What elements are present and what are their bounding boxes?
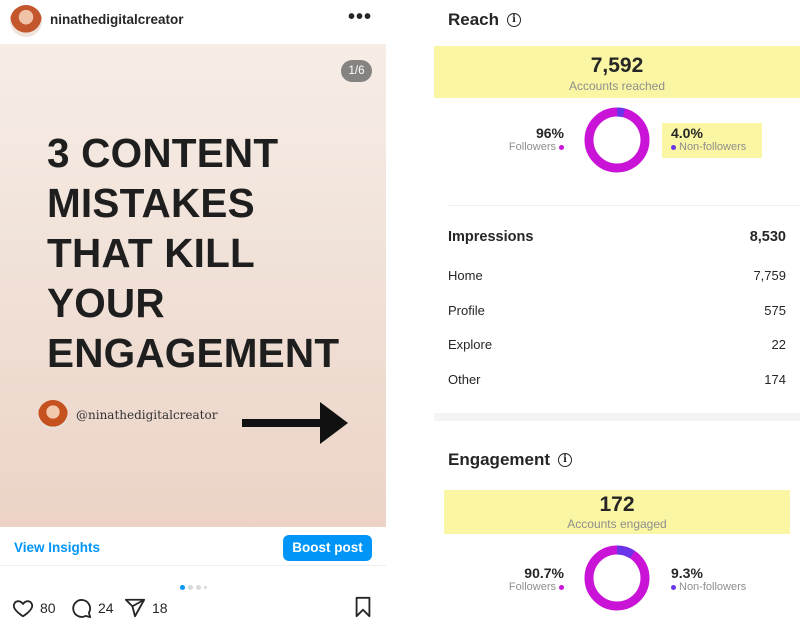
impressions-row-value: 174 [764,372,786,387]
post-actions: 80 24 18 [12,596,382,620]
engagement-header: Engagement i [448,450,573,470]
like-action[interactable]: 80 [12,596,56,620]
reach-nonfollowers-label: Non-followers [679,141,747,153]
heart-icon[interactable] [12,597,34,619]
engagement-followers-legend: Followers [474,581,564,593]
impressions-row: Home 7,759 [448,268,786,283]
info-icon[interactable]: i [558,453,573,467]
arrow-right-icon [242,402,348,444]
carousel-page-badge: 1/6 [341,60,372,82]
carousel-dots [180,579,210,591]
carousel-dot [188,585,193,591]
send-icon[interactable] [124,597,146,619]
divider [448,205,800,206]
accounts-reached-box: 7,592 Accounts reached [434,46,800,98]
accounts-reached-label: Accounts reached [568,79,666,93]
engagement-followers-stat: 90.7% Followers [474,565,564,593]
headline-line: ENGAGEMENT [47,330,340,376]
engagement-nonfollowers-label: Non-followers [679,581,747,593]
creator-tag: @ninathedigitalcreator [38,400,378,444]
comment-icon[interactable] [70,597,92,619]
accounts-engaged-label: Accounts engaged [567,517,667,531]
engagement-followers-pct: 90.7% [524,565,564,581]
carousel-dot [204,586,207,590]
impressions-header: Impressions 8,530 [448,229,786,245]
impressions-total: 8,530 [749,229,786,245]
post-image[interactable]: 1/6 3 CONTENT MISTAKES THAT KILL YOUR EN… [0,44,386,527]
reach-followers-legend: Followers [474,141,564,153]
engagement-nonfollowers-pct: 9.3% [671,565,703,581]
impressions-row: Explore 22 [448,337,786,352]
post-username[interactable]: ninathedigitalcreator [50,12,184,27]
post-panel: ninathedigitalcreator ••• 1/6 3 CONTENT … [0,0,386,630]
nonfollowers-segment [584,107,650,173]
insights-bar: View Insights Boost post [0,530,386,566]
comment-action[interactable]: 24 [70,596,114,620]
impressions-row-value: 7,759 [753,268,786,283]
impressions-row-label: Other [448,372,481,387]
reach-header: Reach i [448,10,522,30]
headline-line: MISTAKES [47,180,255,226]
reach-title: Reach [448,10,500,29]
reach-followers-pct: 96% [535,125,564,141]
followers-segment [584,107,650,173]
creator-avatar [38,400,68,430]
like-count: 80 [40,600,56,616]
impressions-row-label: Home [448,268,483,283]
impressions-row: Profile 575 [448,303,786,318]
impressions-row: Other 174 [448,372,786,387]
engagement-title: Engagement [448,450,551,469]
profile-avatar[interactable] [10,5,42,37]
followers-dot [559,144,564,150]
engagement-donut-chart [584,545,650,611]
engagement-nonfollowers-stat: 9.3% Non-followers [671,565,746,593]
share-count: 18 [152,600,168,616]
accounts-engaged-box: 172 Accounts engaged [444,490,790,534]
nonfollowers-segment [584,545,650,611]
carousel-dot [180,585,185,591]
bookmark-icon[interactable] [352,596,374,618]
more-horizontal-icon[interactable]: ••• [347,6,372,28]
accounts-reached-value: 7,592 [590,54,644,77]
headline-line: YOUR [47,280,165,326]
reach-nonfollowers-stat: 4.0% Non-followers [671,125,746,153]
reach-followers-label: Followers [508,141,556,153]
carousel-dot [196,585,201,591]
followers-dot [559,584,564,590]
post-headline: 3 CONTENT MISTAKES THAT KILL YOUR ENGAGE… [47,128,377,378]
impressions-row-value: 22 [771,337,786,352]
followers-segment [584,545,650,611]
section-separator [434,413,800,421]
boost-post-button[interactable]: Boost post [283,535,372,561]
reach-donut-chart [584,107,650,173]
impressions-row-value: 575 [764,303,786,318]
headline-line: THAT KILL [47,230,255,276]
impressions-row-label: Profile [448,303,485,318]
reach-nonfollowers-highlight [662,123,762,158]
accounts-engaged-value: 172 [599,493,635,516]
reach-nonfollowers-pct: 4.0% [671,125,703,141]
post-header: ninathedigitalcreator ••• [0,0,386,42]
reach-nonfollowers-legend: Non-followers [671,141,746,153]
view-insights-link[interactable]: View Insights [14,540,101,555]
comment-count: 24 [98,600,114,616]
engagement-followers-label: Followers [508,581,556,593]
headline-line: 3 CONTENT [47,130,279,176]
insights-panel: Reach i 7,592 Accounts reached 96% Follo… [434,0,800,630]
reach-followers-stat: 96% Followers [474,125,564,153]
nonfollowers-dot [671,584,676,590]
engagement-nonfollowers-legend: Non-followers [671,581,746,593]
creator-handle: @ninathedigitalcreator [76,408,218,422]
impressions-row-label: Explore [448,337,493,352]
nonfollowers-dot [671,144,676,150]
impressions-title: Impressions [448,229,534,245]
share-action[interactable]: 18 [124,596,168,620]
info-icon[interactable]: i [507,13,522,27]
